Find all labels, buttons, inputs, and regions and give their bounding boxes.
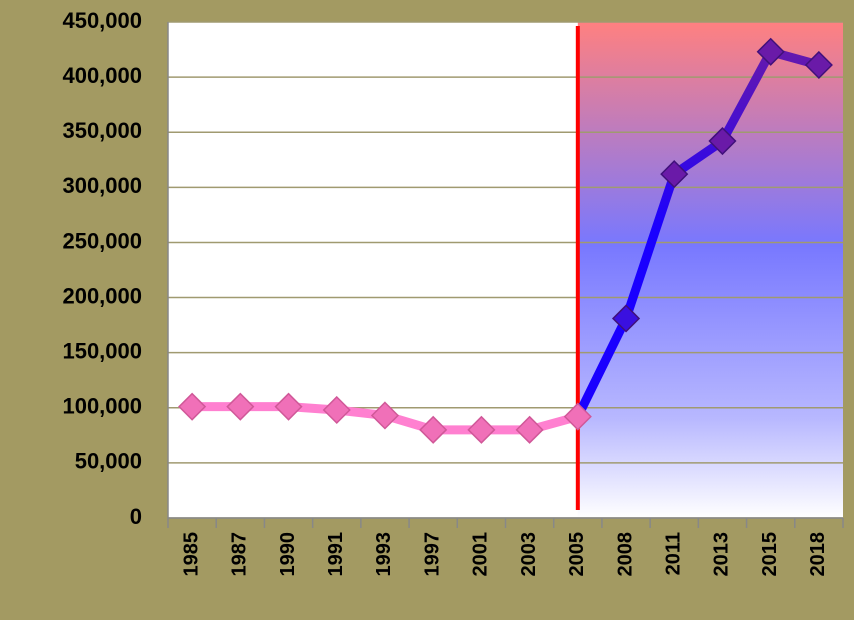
y-tick-label: 0 xyxy=(130,504,142,529)
marker xyxy=(274,392,303,421)
marker xyxy=(226,392,255,421)
x-tick-label: 1990 xyxy=(277,532,299,577)
marker xyxy=(611,304,641,333)
x-tick-label: 2001 xyxy=(470,532,492,577)
marker xyxy=(708,126,737,156)
marker xyxy=(660,160,689,189)
marker xyxy=(515,415,544,444)
x-tick-label: 2005 xyxy=(566,532,588,577)
y-tick-label: 300,000 xyxy=(62,173,142,198)
x-tick-label: 2011 xyxy=(663,532,685,575)
x-tick-label: 1993 xyxy=(373,532,395,577)
y-tick-label: 100,000 xyxy=(62,394,142,419)
x-tick-label: 2013 xyxy=(711,532,733,577)
y-tick-label: 250,000 xyxy=(62,228,142,253)
marker xyxy=(322,395,351,425)
marker xyxy=(419,415,448,444)
highlight-region xyxy=(577,22,843,518)
x-tick-label: 1987 xyxy=(229,532,251,577)
y-tick-label: 450,000 xyxy=(62,8,142,33)
x-tick-label: 2008 xyxy=(614,532,636,577)
x-tick-label: 1985 xyxy=(180,532,202,577)
marker xyxy=(756,37,785,66)
x-tick-label: 2015 xyxy=(759,532,781,577)
y-tick-label: 50,000 xyxy=(75,449,142,474)
x-tick-label: 2018 xyxy=(807,532,829,577)
y-tick-label: 200,000 xyxy=(62,283,142,308)
marker xyxy=(178,392,207,421)
marker xyxy=(563,402,592,431)
x-tick-label: 1997 xyxy=(421,532,443,577)
y-tick-label: 350,000 xyxy=(62,118,142,143)
marker xyxy=(804,50,833,80)
x-tick-label: 1991 xyxy=(325,532,347,577)
marker xyxy=(370,401,400,430)
y-tick-label: 150,000 xyxy=(62,338,142,363)
y-tick-label: 400,000 xyxy=(62,63,142,88)
x-tick-label: 2003 xyxy=(518,532,540,577)
marker xyxy=(467,415,496,444)
